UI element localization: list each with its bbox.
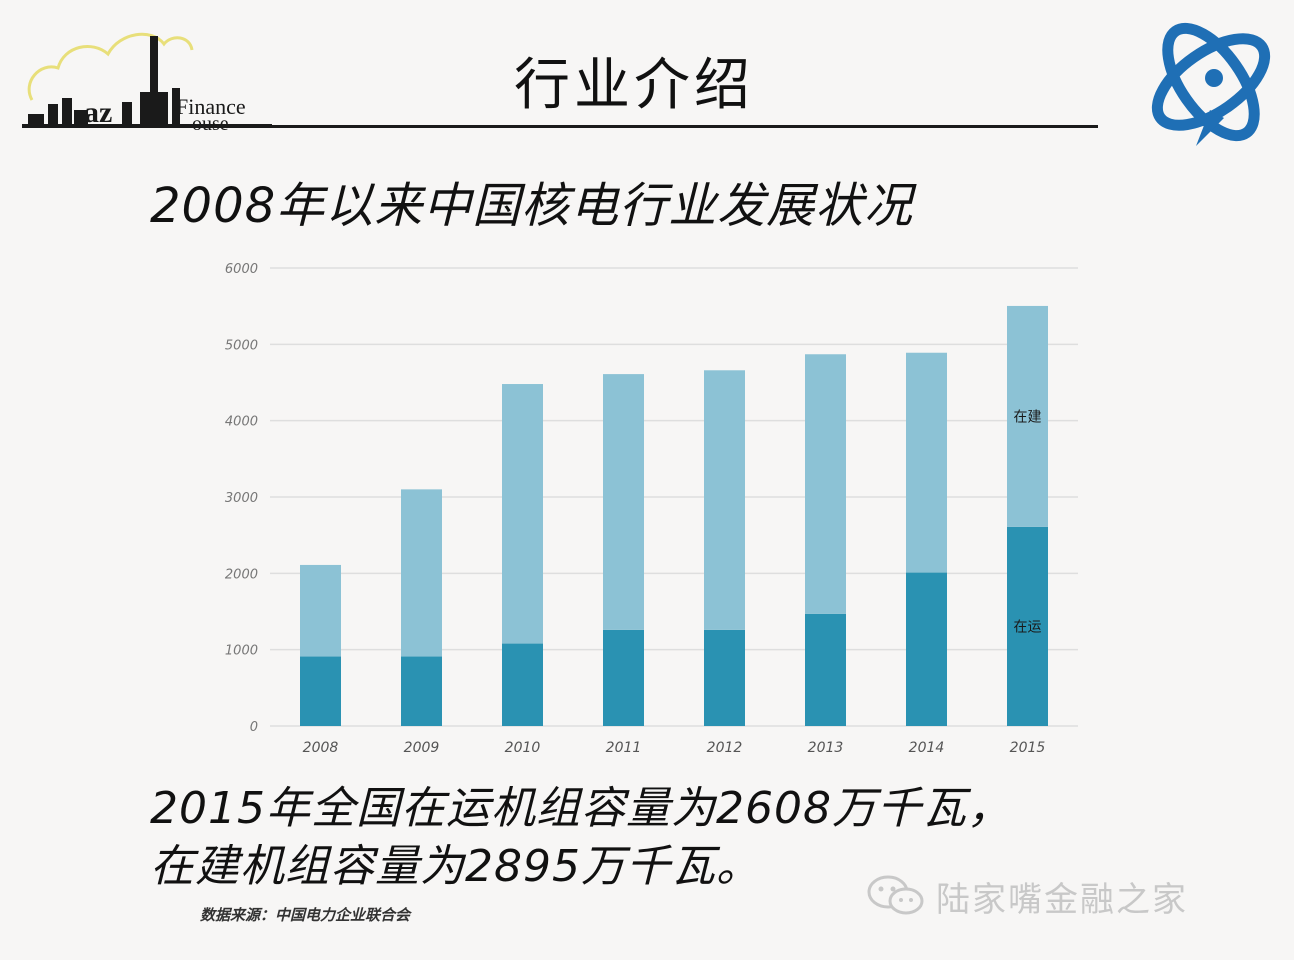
- chart-subtitle: 2008年以来中国核电行业发展状况: [150, 178, 914, 234]
- x-tick-label-2011: 2011: [606, 740, 642, 756]
- y-tick-label-4000: 4000: [225, 415, 258, 430]
- x-tick-label-2014: 2014: [909, 740, 945, 756]
- bar-2015-construction: [1007, 305, 1048, 527]
- watermark: 陆家嘴金融之家: [866, 872, 1188, 920]
- bar-2013-operating: [805, 613, 846, 726]
- y-tick-label-2000: 2000: [225, 567, 258, 582]
- bar-2011-operating: [603, 629, 644, 726]
- bar-2013-construction: [805, 354, 846, 614]
- title-divider: [30, 125, 1098, 128]
- bar-2010-operating: [502, 643, 543, 726]
- y-tick-label-0: 0: [250, 720, 258, 735]
- bar-2009-construction: [401, 489, 442, 657]
- bar-2015-operating: [1007, 526, 1048, 726]
- x-tick-label-2013: 2013: [808, 740, 844, 756]
- x-tick-label-2009: 2009: [404, 740, 440, 756]
- logo-text-finance: Finance: [176, 94, 246, 119]
- y-tick-label-3000: 3000: [225, 491, 258, 506]
- x-tick-label-2008: 2008: [303, 740, 339, 756]
- bar-2010-construction: [502, 384, 543, 644]
- logo-text-house: ouse: [192, 113, 229, 134]
- x-tick-label-2015: 2015: [1010, 740, 1046, 756]
- bar-2011-construction: [603, 374, 644, 630]
- bar-2009-operating: [401, 656, 442, 726]
- finance-house-logo: az Finance ouse: [22, 32, 272, 134]
- bar-2008-operating: [300, 656, 341, 726]
- slide-title: 行业介绍: [514, 53, 754, 118]
- bar-2008-construction: [300, 564, 341, 657]
- bar-2014-construction: [906, 352, 947, 573]
- watermark-text: 陆家嘴金融之家: [936, 879, 1188, 920]
- bar-2012-operating: [704, 629, 745, 726]
- wechat-icon: [867, 875, 924, 915]
- cloud-icon: [27, 32, 194, 101]
- tower-icon: [150, 36, 158, 126]
- data-source: 数据来源：中国电力企业联合会: [200, 906, 411, 924]
- series-label-construction: 在建: [1014, 409, 1042, 425]
- y-tick-label-5000: 5000: [225, 338, 258, 353]
- x-tick-label-2012: 2012: [707, 740, 743, 756]
- y-tick-label-6000: 6000: [225, 262, 258, 277]
- bar-2012-construction: [704, 370, 745, 630]
- x-tick-label-2010: 2010: [505, 740, 541, 756]
- note-operating-capacity: 2015年全国在运机组容量为2608万千瓦，: [150, 783, 1012, 834]
- note-construction-capacity: 在建机组容量为2895万千瓦。: [150, 841, 761, 892]
- atom-logo-icon: [1151, 22, 1271, 146]
- y-tick-label-1000: 1000: [225, 644, 258, 659]
- series-label-operating: 在运: [1014, 619, 1042, 635]
- logo-text-az: az: [84, 96, 112, 129]
- bar-2014-operating: [906, 572, 947, 726]
